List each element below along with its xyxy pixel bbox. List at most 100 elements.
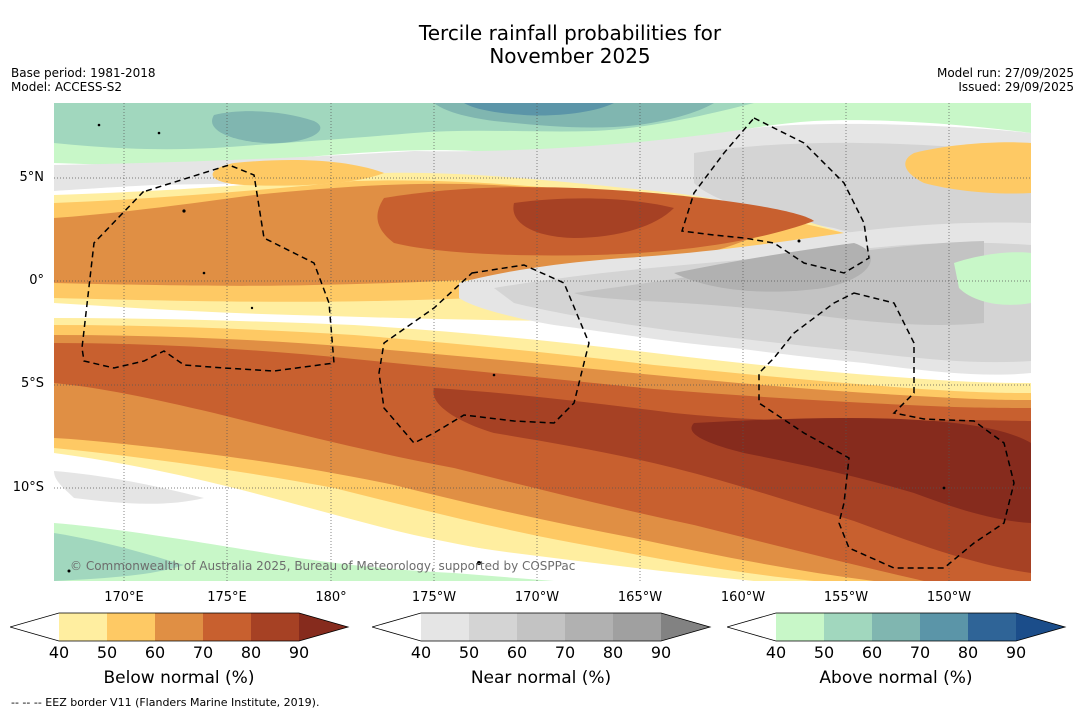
island xyxy=(492,373,496,377)
cb-above-tick: 40 xyxy=(765,643,787,662)
colorbar-below-svg xyxy=(10,612,350,642)
cb-below-tick: 90 xyxy=(288,643,310,662)
island xyxy=(157,131,161,135)
lon-label-175w: 175°W xyxy=(411,590,457,605)
cb-near-swatch-6 xyxy=(661,613,710,641)
cb-above-tick: 80 xyxy=(957,643,979,662)
colorbar-near-svg xyxy=(372,612,712,642)
colorbar-above xyxy=(727,612,1067,642)
model-name: Model: ACCESS-S2 xyxy=(11,80,123,94)
map-title: Tercile rainfall probabilities for Novem… xyxy=(270,22,870,68)
lon-label-160w: 160°W xyxy=(720,590,766,605)
region-above-60-sw xyxy=(54,533,184,581)
cb-near-label: Near normal (%) xyxy=(470,668,612,688)
cb-near-tick: 40 xyxy=(410,643,432,662)
region-above-70-north-b xyxy=(212,111,321,144)
lon-label-165w: 165°W xyxy=(617,590,663,605)
cb-below-swatch-0 xyxy=(10,613,59,641)
cb-below-swatch-4 xyxy=(203,613,251,641)
eez-cook-islands xyxy=(758,292,1015,569)
base-period: Base period: 1981-2018 xyxy=(11,66,156,80)
cb-below-swatch-5 xyxy=(251,613,299,641)
cb-above-swatch-5 xyxy=(968,613,1016,641)
island xyxy=(797,239,801,243)
colorbar-above-svg xyxy=(727,612,1067,642)
probability-map xyxy=(54,103,1031,581)
cb-near-tick: 60 xyxy=(506,643,528,662)
region-above-80-north xyxy=(464,103,614,116)
lat-label-10s: 10°S xyxy=(12,480,44,495)
cb-near-swatch-2 xyxy=(469,613,517,641)
cb-above-tick: 50 xyxy=(813,643,835,662)
cb-above-swatch-4 xyxy=(920,613,968,641)
cb-below-tick: 50 xyxy=(96,643,118,662)
issued-date: Issued: 29/09/2025 xyxy=(958,80,1074,94)
cb-above-outline xyxy=(727,612,1067,642)
meta-left: Base period: 1981-2018 Model: ACCESS-S2 xyxy=(11,66,156,94)
lat-label-5s: 5°S xyxy=(20,376,44,391)
cb-above-label: Above normal (%) xyxy=(819,668,973,688)
cb-below-tick: 40 xyxy=(48,643,70,662)
cb-near-outline xyxy=(372,612,712,642)
eez-borders xyxy=(81,117,1015,569)
colorbar-near xyxy=(372,612,712,642)
cb-near-tick: 90 xyxy=(650,643,672,662)
lon-label-155w: 155°W xyxy=(823,590,869,605)
island xyxy=(250,306,254,310)
region-above-50-east xyxy=(954,252,1031,305)
cb-below-tick: 60 xyxy=(144,643,166,662)
title-line-2: November 2025 xyxy=(489,44,651,68)
graticule xyxy=(54,103,1031,581)
islands xyxy=(67,123,946,573)
eez-footnote: -- -- -- EEZ border V11 (Flanders Marine… xyxy=(11,696,320,709)
cb-below-tick: 70 xyxy=(192,643,214,662)
cb-near-tick: 80 xyxy=(602,643,624,662)
meta-right: Model run: 27/09/2025 Issued: 29/09/2025 xyxy=(937,66,1074,94)
cb-above-tick: 90 xyxy=(1005,643,1027,662)
cb-above-tick: 60 xyxy=(861,643,883,662)
cb-below-swatch-3 xyxy=(155,613,203,641)
island xyxy=(477,561,481,565)
island xyxy=(67,569,71,573)
map-svg xyxy=(54,103,1031,581)
lat-label-5n: 5°N xyxy=(19,170,45,185)
cb-near-tick: 70 xyxy=(554,643,576,662)
region-near-50-sw xyxy=(54,471,204,504)
cb-near-swatch-4 xyxy=(565,613,613,641)
cb-below-swatch-2 xyxy=(107,613,155,641)
lon-label-170w: 170°W xyxy=(514,590,560,605)
title-line-1: Tercile rainfall probabilities for xyxy=(418,21,722,45)
lon-label-175e: 175°E xyxy=(207,590,247,605)
island xyxy=(97,123,101,127)
colorbar-below xyxy=(10,612,350,642)
cb-below-label: Below normal (%) xyxy=(103,668,255,688)
cb-above-swatch-6 xyxy=(1016,613,1065,641)
region-below-80-south xyxy=(54,343,1031,581)
region-near-80-central xyxy=(674,243,871,292)
region-below-60-nw xyxy=(212,160,384,186)
cb-near-swatch-5 xyxy=(613,613,661,641)
eez-phoenix xyxy=(378,264,590,444)
lat-label-eq: 0° xyxy=(29,273,44,288)
copyright-note: © Commonwealth of Australia 2025, Bureau… xyxy=(70,559,576,573)
cb-below-swatch-1 xyxy=(59,613,107,641)
cb-near-tick: 50 xyxy=(458,643,480,662)
cb-below-outline xyxy=(10,612,350,642)
cb-above-swatch-0 xyxy=(727,613,776,641)
island xyxy=(202,271,206,275)
region-below-60-ne xyxy=(905,142,1031,194)
cb-above-swatch-1 xyxy=(776,613,824,641)
cb-below-swatch-6 xyxy=(299,613,348,641)
lon-label-150w: 150°W xyxy=(926,590,972,605)
lon-label-170e: 170°E xyxy=(104,590,144,605)
cb-above-swatch-2 xyxy=(824,613,872,641)
island xyxy=(942,486,946,490)
cb-near-swatch-0 xyxy=(372,613,421,641)
cb-near-swatch-1 xyxy=(421,613,469,641)
cb-above-tick: 70 xyxy=(909,643,931,662)
region-below-95-south xyxy=(691,417,1031,523)
cb-near-swatch-3 xyxy=(517,613,565,641)
region-below-90-central xyxy=(513,198,674,238)
island xyxy=(182,209,186,213)
lon-label-180: 180° xyxy=(315,590,347,605)
